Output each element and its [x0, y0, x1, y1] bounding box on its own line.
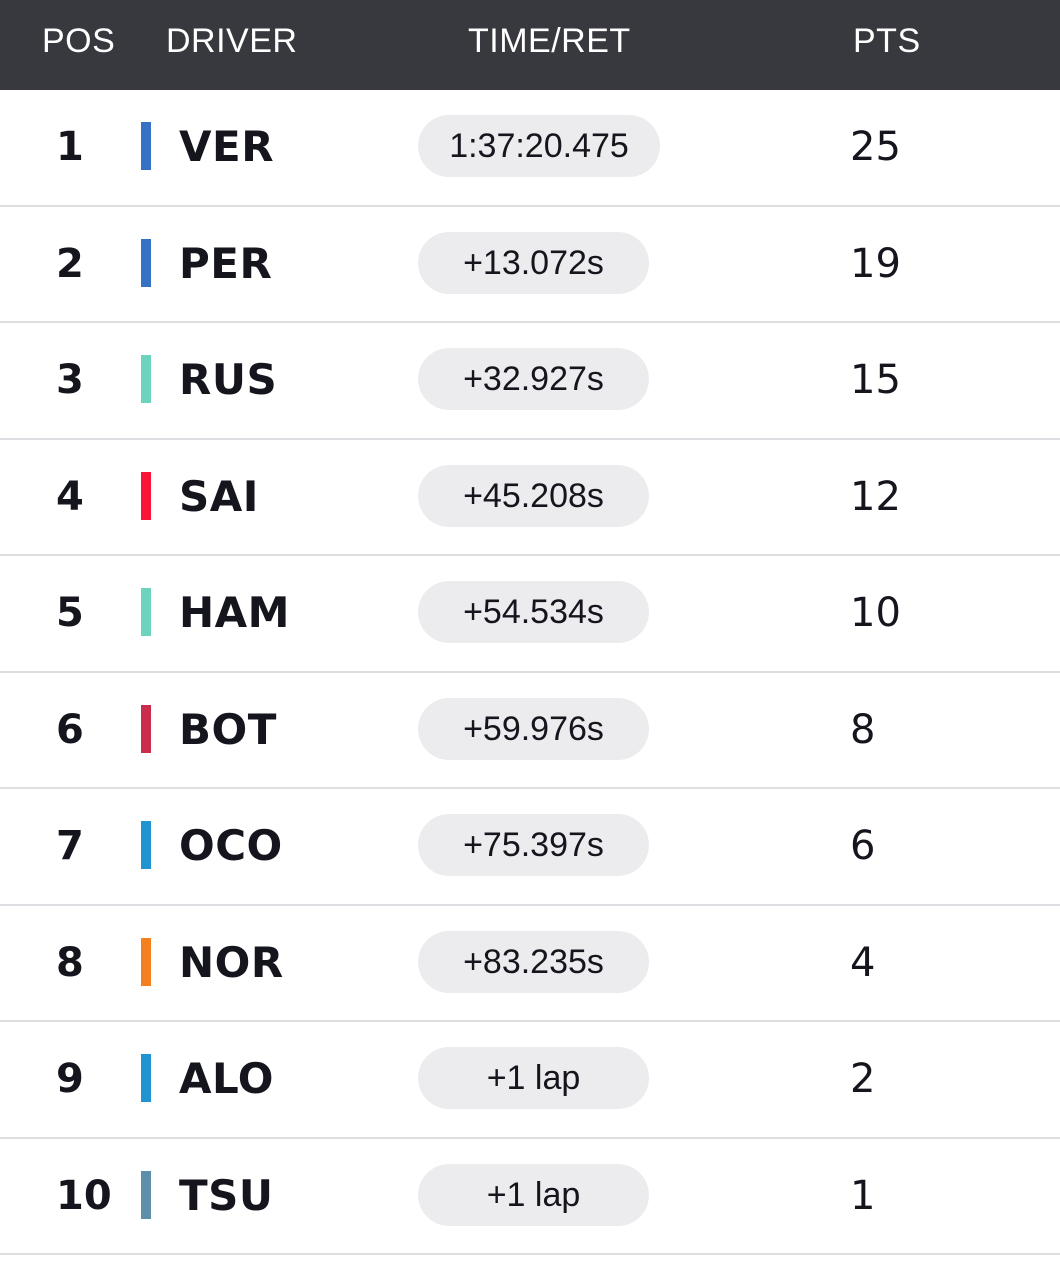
- time-badge: +13.072s: [418, 231, 649, 294]
- team-color-bar: [141, 704, 151, 753]
- table-row[interactable]: 10 TSU +1 lap 1: [0, 1138, 1060, 1255]
- points: 8: [850, 706, 876, 753]
- position: 10: [56, 1172, 112, 1219]
- points: 2: [850, 1056, 876, 1102]
- points: 15: [850, 357, 901, 403]
- team-color-bar: [141, 122, 151, 170]
- position: 1: [56, 124, 84, 170]
- results-table-header: POS DRIVER TIME/RET PTS: [0, 0, 1060, 90]
- time-badge: +83.235s: [418, 930, 649, 993]
- table-row[interactable]: 8 NOR +83.235s 4: [0, 905, 1060, 1022]
- time-badge: 1:37:20.475: [418, 115, 660, 177]
- column-header-pts[interactable]: PTS: [853, 22, 921, 60]
- table-row[interactable]: 6 BOT +59.976s 8: [0, 672, 1060, 789]
- team-color-bar: [141, 238, 151, 287]
- points: 25: [850, 124, 901, 170]
- points: 19: [850, 240, 901, 287]
- driver-code[interactable]: BOT: [179, 704, 277, 754]
- points: 12: [850, 473, 901, 520]
- time-badge: +59.976s: [418, 697, 649, 760]
- points: 6: [850, 823, 876, 869]
- team-color-bar: [141, 821, 151, 869]
- team-color-bar: [141, 588, 151, 636]
- driver-code[interactable]: VER: [179, 122, 275, 171]
- column-header-driver[interactable]: DRIVER: [166, 22, 298, 60]
- table-row[interactable]: 9 ALO +1 lap 2: [0, 1022, 1060, 1139]
- table-row[interactable]: 2 PER +13.072s 19: [0, 206, 1060, 323]
- team-color-bar: [141, 1054, 151, 1102]
- time-badge: +75.397s: [418, 814, 649, 876]
- table-row[interactable]: 3 RUS +32.927s 15: [0, 323, 1060, 440]
- position: 5: [56, 590, 84, 636]
- position: 3: [56, 357, 84, 403]
- column-header-time[interactable]: TIME/RET: [468, 22, 631, 60]
- points: 10: [850, 590, 901, 636]
- results-table-body: 1 VER 1:37:20.475 25 2 PER +13.072s 19 3…: [0, 90, 1060, 1255]
- position: 6: [56, 706, 84, 753]
- position: 7: [56, 823, 84, 869]
- table-row[interactable]: 5 HAM +54.534s 10: [0, 556, 1060, 673]
- driver-code[interactable]: HAM: [179, 588, 290, 637]
- position: 9: [56, 1056, 84, 1102]
- driver-code[interactable]: SAI: [179, 471, 259, 521]
- driver-code[interactable]: OCO: [179, 821, 283, 870]
- driver-code[interactable]: NOR: [179, 937, 284, 987]
- points: 4: [850, 939, 876, 986]
- position: 2: [56, 240, 84, 287]
- table-row[interactable]: 4 SAI +45.208s 12: [0, 439, 1060, 556]
- time-badge: +32.927s: [418, 348, 649, 410]
- team-color-bar: [141, 471, 151, 520]
- table-row[interactable]: 7 OCO +75.397s 6: [0, 789, 1060, 906]
- table-row[interactable]: 1 VER 1:37:20.475 25: [0, 90, 1060, 207]
- time-badge: +45.208s: [418, 464, 649, 527]
- team-color-bar: [141, 937, 151, 986]
- driver-code[interactable]: PER: [179, 238, 273, 288]
- points: 1: [850, 1172, 876, 1219]
- driver-code[interactable]: ALO: [179, 1054, 274, 1103]
- position: 4: [56, 473, 84, 520]
- time-badge: +1 lap: [418, 1163, 649, 1226]
- driver-code[interactable]: RUS: [179, 355, 278, 404]
- time-badge: +1 lap: [418, 1047, 649, 1109]
- team-color-bar: [141, 355, 151, 403]
- time-badge: +54.534s: [418, 581, 649, 643]
- team-color-bar: [141, 1170, 151, 1219]
- driver-code[interactable]: TSU: [179, 1170, 274, 1220]
- column-header-pos[interactable]: POS: [42, 22, 116, 60]
- position: 8: [56, 939, 84, 986]
